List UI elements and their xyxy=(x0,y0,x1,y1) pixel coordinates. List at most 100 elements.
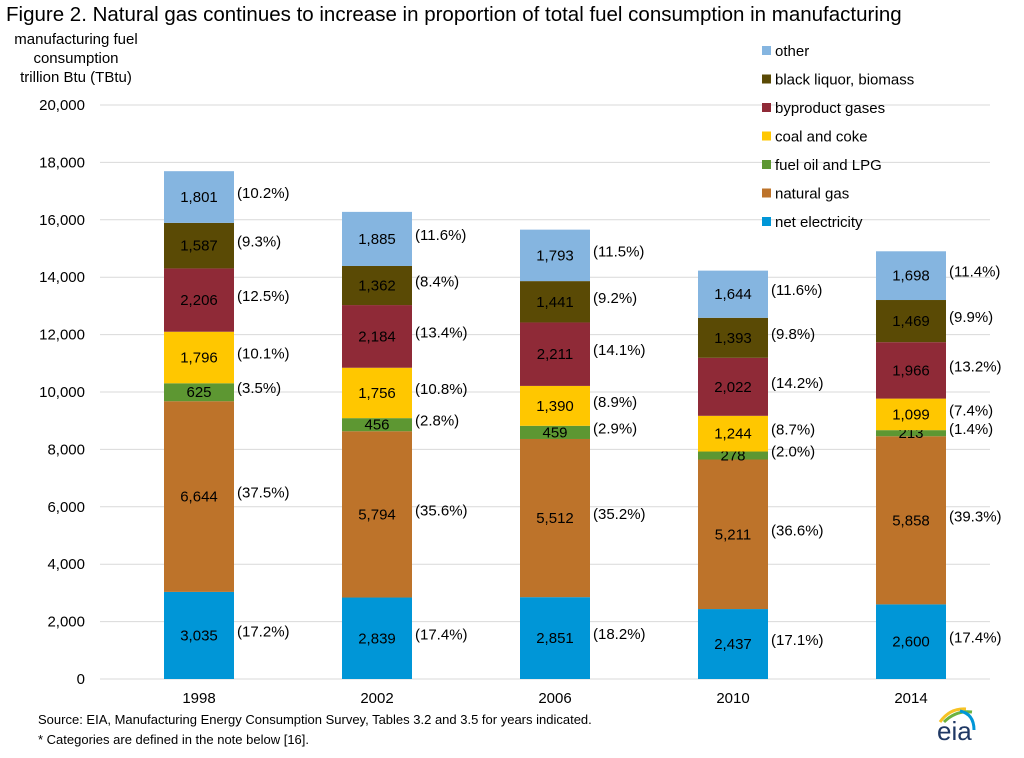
data-label: 456 xyxy=(364,417,389,434)
bar-segment xyxy=(342,305,412,368)
bar-segment xyxy=(342,597,412,679)
share-label: (3.5%) xyxy=(237,380,281,397)
share-label: (18.2%) xyxy=(593,626,646,643)
legend-item: fuel oil and LPG xyxy=(762,157,882,174)
eia-logo: eia xyxy=(930,700,990,749)
legend-label: net electricity xyxy=(775,214,863,231)
bar-segment xyxy=(164,222,234,269)
bar-segment xyxy=(520,438,590,598)
source-note: Source: EIA, Manufacturing Energy Consum… xyxy=(38,712,592,727)
logo-arc-blue xyxy=(959,709,976,731)
legend: other black liquor, biomass byproduct gase… xyxy=(762,43,914,231)
data-label: 6,644 xyxy=(180,489,218,506)
x-tick-label: 2014 xyxy=(894,690,927,707)
share-label: (10.8%) xyxy=(415,381,468,398)
y-axis-label-line: manufacturing fuel xyxy=(14,31,138,48)
bar-segment xyxy=(164,171,234,223)
share-label: (2.0%) xyxy=(771,444,815,461)
legend-swatch xyxy=(762,46,771,55)
data-label: 2,206 xyxy=(180,292,218,309)
bar-segment xyxy=(876,251,946,301)
share-label: (36.6%) xyxy=(771,522,824,539)
legend-item: coal and coke xyxy=(762,129,868,146)
legend-item: black liquor, biomass xyxy=(762,72,914,89)
bar-segment xyxy=(164,401,234,592)
logo-arc-green xyxy=(942,710,973,724)
bar-segment xyxy=(342,211,412,266)
x-axis-ticks: 1998 2002 2006 2010 2014 xyxy=(182,690,927,707)
data-label: 1,801 xyxy=(180,189,218,206)
share-label: (11.6%) xyxy=(771,282,822,299)
share-label: (17.2%) xyxy=(237,623,290,640)
share-label: (11.5%) xyxy=(593,243,644,260)
data-label: 1,793 xyxy=(536,247,574,264)
data-label: 5,512 xyxy=(536,510,574,527)
data-label: 5,858 xyxy=(892,512,930,529)
x-tick-label: 2006 xyxy=(538,690,571,707)
bar-segment xyxy=(876,398,946,431)
share-label: (11.4%) xyxy=(949,264,1000,281)
y-tick-label: 12,000 xyxy=(39,327,85,344)
data-label: 1,698 xyxy=(892,268,930,285)
share-label: (39.3%) xyxy=(949,508,1002,525)
x-tick-label: 1998 xyxy=(182,690,215,707)
share-label: (10.1%) xyxy=(237,346,290,363)
legend-swatch xyxy=(762,217,771,226)
bar-segment xyxy=(698,459,768,610)
chart-title: Figure 2. Natural gas continues to incre… xyxy=(6,3,902,26)
data-label: 1,885 xyxy=(358,231,396,248)
bar-segment xyxy=(698,357,768,416)
share-label: (14.1%) xyxy=(593,342,646,359)
legend-swatch xyxy=(762,103,771,112)
data-label: 1,966 xyxy=(892,362,930,379)
legend-label: black liquor, biomass xyxy=(775,72,914,89)
bar-segment xyxy=(164,268,234,332)
data-label: 1,441 xyxy=(536,294,574,311)
share-label: (17.4%) xyxy=(949,630,1002,647)
bar-segment xyxy=(520,385,590,426)
legend-label: natural gas xyxy=(775,186,849,203)
legend-item: byproduct gases xyxy=(762,100,885,117)
data-label: 2,839 xyxy=(358,630,396,647)
share-label: (37.5%) xyxy=(237,485,290,502)
data-label: 459 xyxy=(542,424,567,441)
bar-segment xyxy=(698,317,768,358)
data-label: 1,469 xyxy=(892,313,930,330)
bar-segment xyxy=(520,322,590,386)
y-axis-label: manufacturing fuel consumption trillion … xyxy=(0,30,152,87)
share-label: (13.4%) xyxy=(415,324,468,341)
share-label: (2.8%) xyxy=(415,413,459,430)
share-label: (13.2%) xyxy=(949,358,1002,375)
data-label: 5,211 xyxy=(715,526,751,543)
y-tick-label: 14,000 xyxy=(39,269,85,286)
share-label: (9.9%) xyxy=(949,309,993,326)
share-label: (17.4%) xyxy=(415,626,468,643)
data-label: 2,022 xyxy=(714,379,752,396)
share-label: (8.7%) xyxy=(771,422,815,439)
bar-stack-2006: 2,851 (18.2%) 5,512 (35.2%) 459 (2.9%) 1,390 (8… xyxy=(520,229,646,679)
bar-stack-2014: 2,600 (17.4%)5,858 (39.3%)213 (1.4%)1,099 (7… xyxy=(876,251,1002,679)
share-label: (7.4%) xyxy=(949,402,993,419)
data-label: 1,390 xyxy=(536,398,574,415)
legend-item: other xyxy=(762,43,809,60)
bar-stack-2010: 2,437 (17.1%) 5,211 (36.6%) 278 (2.0%) 1,244 (8… xyxy=(698,270,824,679)
data-label: 2,851 xyxy=(536,630,574,647)
y-tick-label: 4,000 xyxy=(47,556,85,573)
bar-segment xyxy=(876,342,946,399)
bar-segment xyxy=(342,418,412,432)
bars: 3,035 (17.2%) 6,644 (37.5%) 625 (3.5%) 1,796 (1… xyxy=(164,171,1002,679)
bar-segment xyxy=(876,300,946,343)
share-label: (14.2%) xyxy=(771,375,824,392)
share-label: (12.5%) xyxy=(237,288,290,305)
data-label: 625 xyxy=(186,384,211,401)
bar-segment xyxy=(342,265,412,306)
bar-segment xyxy=(342,431,412,598)
bar-segment xyxy=(164,331,234,384)
legend-swatch xyxy=(762,188,771,198)
share-label: (11.6%) xyxy=(415,227,466,244)
legend-swatch xyxy=(762,160,771,169)
bar-segment xyxy=(520,597,590,679)
legend-label: coal and coke xyxy=(775,129,868,146)
bar-segment xyxy=(698,451,768,460)
